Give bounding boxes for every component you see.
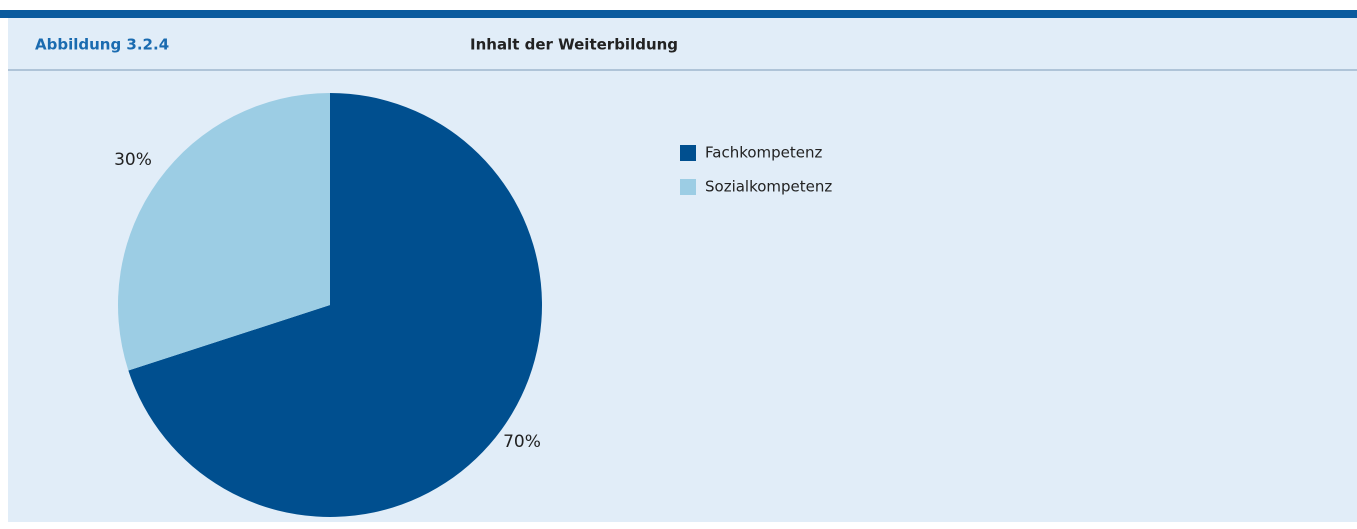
pie-slice [128,93,542,517]
legend-swatch [680,145,696,161]
legend-label: Fachkompetenz [705,144,823,162]
legend-swatch [680,179,696,195]
data-label: 70% [503,432,541,452]
pie-slice [117,93,330,371]
legend-label: Sozialkompetenz [705,178,832,196]
chart-title: Inhalt der Weiterbildung [470,36,678,54]
figure-label: Abbildung 3.2.4 [35,36,169,54]
top-bar [0,10,1357,18]
data-label: 30% [114,150,152,170]
